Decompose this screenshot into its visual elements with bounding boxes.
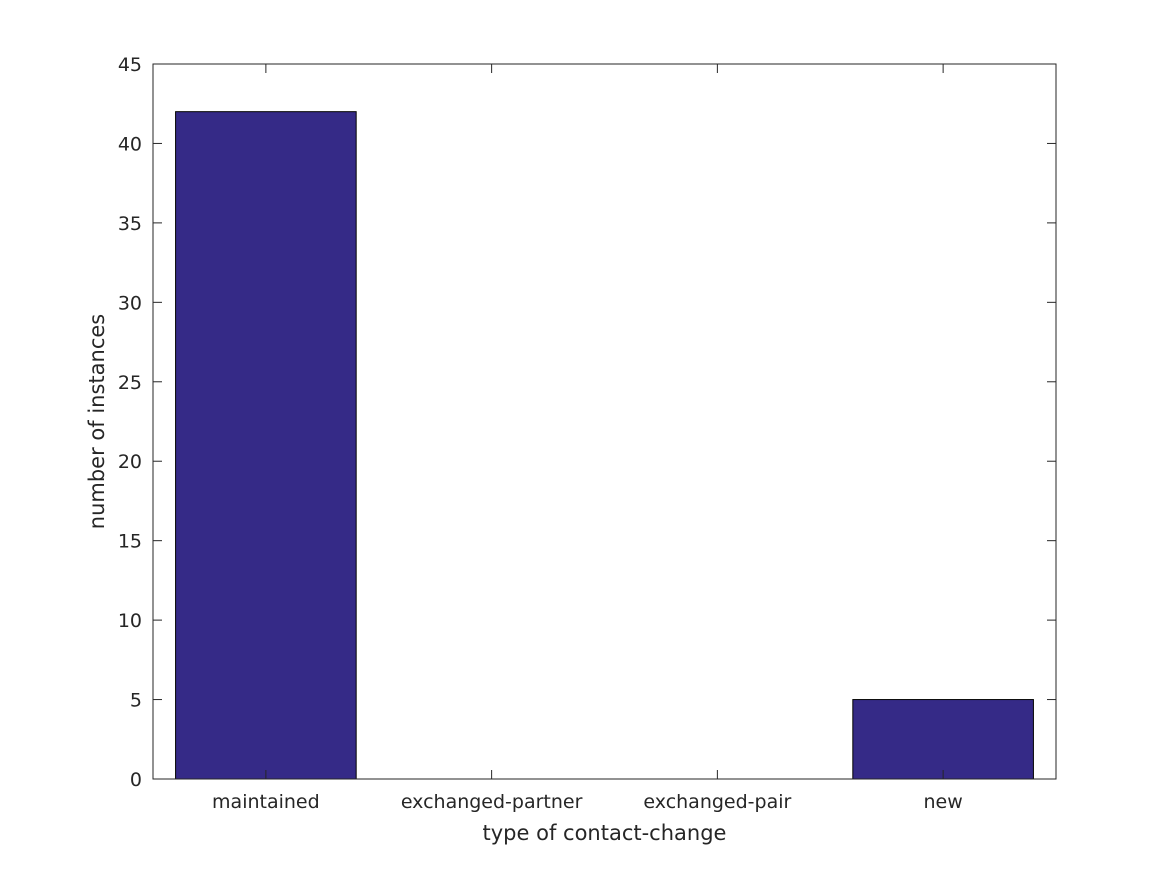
x-tick-label: maintained [212,791,320,813]
x-tick-label: exchanged-partner [401,791,583,813]
y-tick-label: 35 [118,213,142,235]
y-tick-label: 25 [118,372,142,394]
bar-maintained [175,111,357,780]
y-tick-label: 40 [118,133,142,155]
x-tick-label: exchanged-pair [643,791,791,813]
y-tick-label: 20 [118,451,142,473]
axes-box [152,63,1057,780]
labels-layer: maintained exchanged-partner exchanged-pai… [118,54,963,813]
bars-layer [175,111,1034,780]
y-tick-label: 15 [118,531,142,553]
x-tick-label: new [923,791,962,813]
y-tick-label: 10 [118,610,142,632]
y-tick-label: 5 [130,690,142,712]
y-axis-title: number of instances [85,314,109,529]
y-tick-label: 45 [118,54,142,76]
x-axis-title: type of contact-change [483,821,727,845]
y-tick-label: 0 [130,769,142,791]
bar-new [852,699,1034,780]
y-tick-label: 30 [118,292,142,314]
